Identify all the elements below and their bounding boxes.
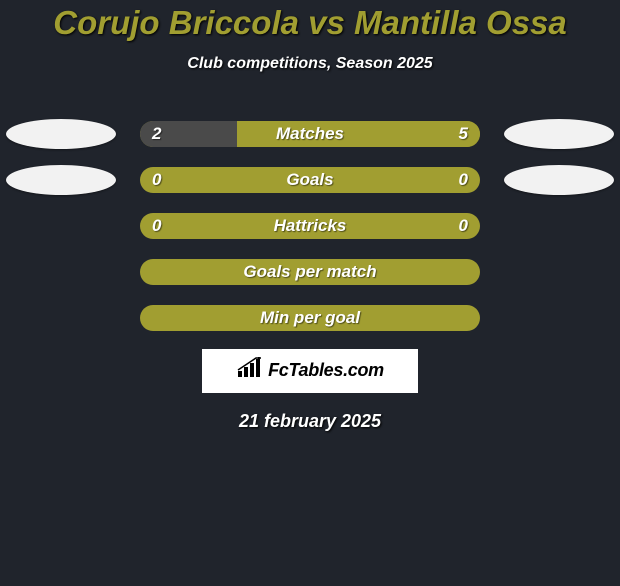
stat-bar-track [140, 167, 480, 193]
stat-bar-track [140, 213, 480, 239]
stat-value-left: 0 [152, 213, 161, 239]
stats-container: Matches25Goals00Hattricks00Goals per mat… [0, 111, 620, 341]
fctables-logo: FcTables.com [202, 349, 418, 393]
stat-bar-track [140, 305, 480, 331]
subtitle: Club competitions, Season 2025 [0, 55, 620, 73]
stat-row: Min per goal [0, 295, 620, 341]
logo-chart-icon [236, 357, 262, 384]
logo-text: FcTables.com [268, 360, 384, 381]
stat-value-right: 5 [459, 121, 468, 147]
stat-row: Hattricks00 [0, 203, 620, 249]
stat-row: Matches25 [0, 111, 620, 157]
stat-value-left: 0 [152, 167, 161, 193]
stat-row: Goals00 [0, 157, 620, 203]
team-left-flag [6, 119, 116, 149]
stat-bar-track [140, 121, 480, 147]
stat-bar-track [140, 259, 480, 285]
page-title: Corujo Briccola vs Mantilla Ossa [0, 6, 620, 41]
team-right-flag [504, 119, 614, 149]
team-left-flag [6, 165, 116, 195]
stat-row: Goals per match [0, 249, 620, 295]
generated-date: 21 february 2025 [0, 411, 620, 432]
stat-value-left: 2 [152, 121, 161, 147]
stat-bar-right-fill [237, 121, 480, 147]
team-right-flag [504, 165, 614, 195]
stat-value-right: 0 [459, 167, 468, 193]
stat-value-right: 0 [459, 213, 468, 239]
